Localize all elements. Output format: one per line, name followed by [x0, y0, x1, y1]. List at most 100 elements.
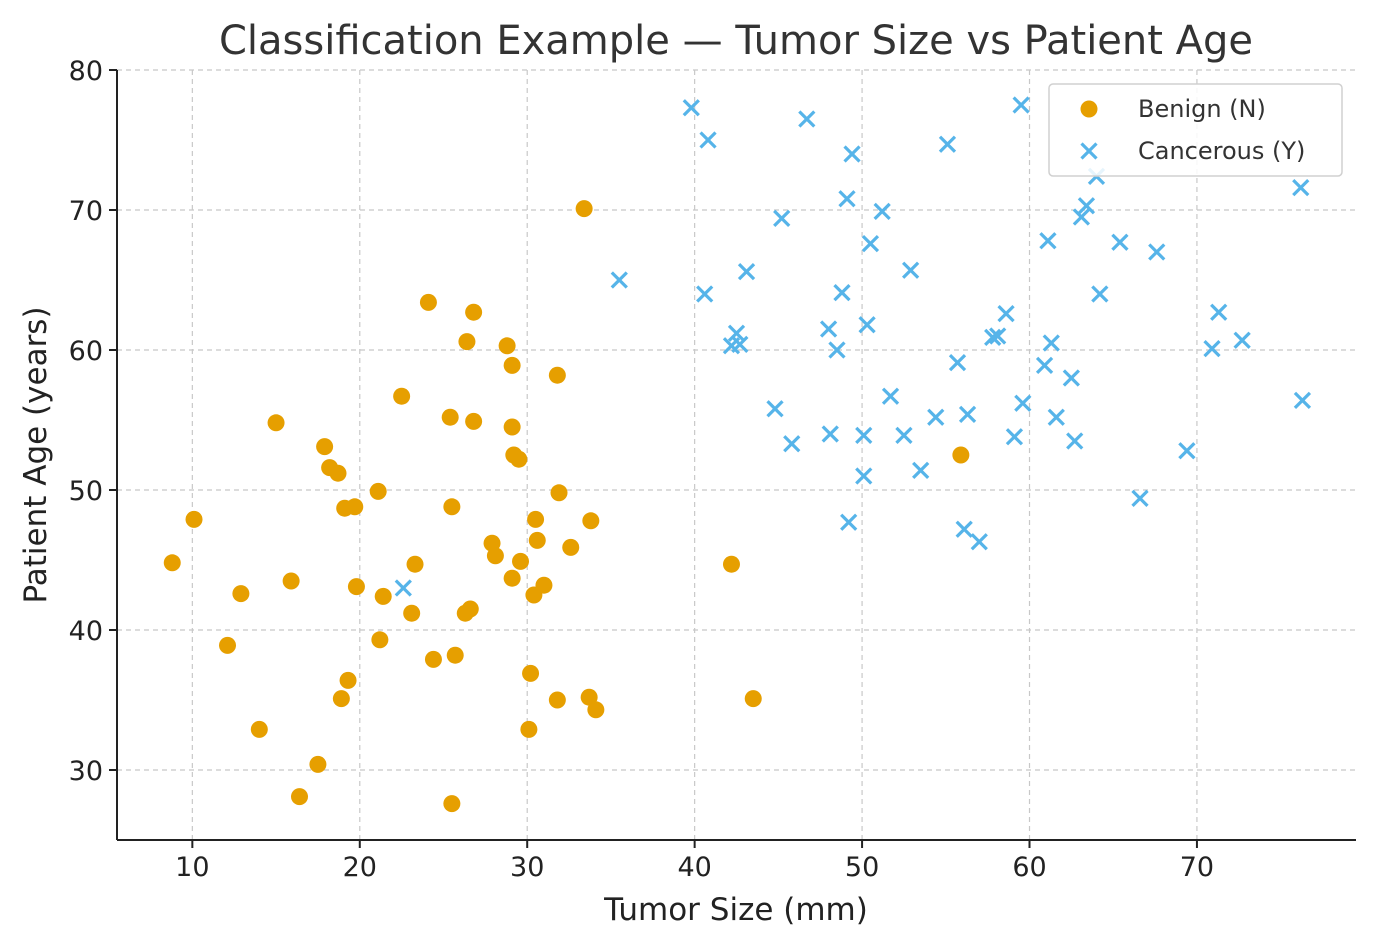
- cancerous-point: [1066, 432, 1084, 450]
- benign-point: [575, 200, 593, 218]
- benign-point: [339, 671, 357, 689]
- cancerous-point: [737, 262, 756, 281]
- benign-point: [522, 664, 540, 682]
- cancerous-point: [989, 327, 1007, 345]
- cancerous-point: [1210, 303, 1228, 321]
- benign-point: [371, 631, 389, 649]
- benign-point: [498, 337, 516, 355]
- cancerous-point: [394, 579, 412, 597]
- x-tick-label: 70: [1180, 852, 1214, 883]
- cancerous-point: [819, 320, 838, 338]
- benign-point: [535, 576, 553, 594]
- benign-point: [548, 366, 566, 384]
- benign-point: [282, 572, 300, 590]
- benign-point: [465, 303, 483, 321]
- cancerous-point: [682, 99, 700, 117]
- benign-point: [587, 701, 605, 719]
- benign-point: [446, 646, 464, 664]
- cancerous-point: [855, 426, 873, 445]
- cancerous-point: [1035, 356, 1054, 375]
- benign-point: [503, 569, 521, 587]
- cancerous-point: [833, 283, 851, 302]
- cancerous-point: [773, 209, 791, 228]
- benign-point: [403, 604, 421, 622]
- x-tick-label: 30: [510, 852, 544, 883]
- benign-point: [528, 531, 546, 549]
- cancerous-point: [840, 513, 858, 531]
- benign-point: [503, 418, 521, 436]
- y-axis-label: Patient Age (years): [18, 306, 54, 603]
- cancerous-point: [861, 234, 880, 253]
- y-tick-label: 30: [69, 756, 103, 787]
- benign-point: [486, 547, 504, 565]
- benign-point: [232, 585, 250, 603]
- benign-point: [267, 414, 285, 432]
- benign-point: [419, 293, 437, 311]
- axes: 10 20 30 40 50 60 70 30 40 50 60 70 80: [69, 56, 1356, 883]
- legend-label: Cancerous (Y): [1138, 137, 1305, 165]
- benign-point: [316, 438, 334, 456]
- legend-cancerous-marker: [1080, 142, 1098, 160]
- benign-point: [443, 795, 461, 813]
- benign-point: [520, 720, 538, 738]
- benign-point: [346, 498, 364, 516]
- cancerous-point: [927, 408, 945, 426]
- cancerous-point: [1292, 178, 1310, 197]
- benign-point: [250, 720, 268, 738]
- x-axis-label: Tumor Size (mm): [603, 892, 868, 928]
- cancerous-point: [699, 131, 717, 149]
- benign-point: [465, 412, 483, 430]
- legend-box: [1048, 83, 1343, 177]
- legend-benign-marker: [1080, 100, 1098, 118]
- cancerous-point: [783, 435, 801, 453]
- benign-point: [550, 484, 568, 502]
- x-tick-label: 40: [677, 852, 711, 883]
- benign-point: [406, 555, 424, 573]
- y-tick-label: 70: [69, 196, 103, 227]
- cancerous-point: [855, 467, 873, 485]
- benign-point: [458, 333, 476, 351]
- cancerous-point: [1042, 334, 1060, 352]
- cancerous-point: [1111, 233, 1129, 251]
- benign-point: [332, 690, 350, 708]
- cancerous-point: [1178, 442, 1196, 460]
- cancerous-point: [766, 400, 784, 418]
- benign-point: [185, 510, 203, 528]
- benign-point: [510, 450, 528, 468]
- cancerous-point: [1091, 285, 1109, 303]
- grid-lines: [117, 69, 1356, 840]
- y-tick-label: 60: [69, 336, 103, 367]
- cancerous-point: [858, 316, 876, 334]
- cancerous-point: [895, 426, 913, 445]
- cancerous-point: [938, 135, 957, 153]
- cancerous-point: [731, 335, 749, 354]
- benign-point: [461, 600, 479, 618]
- series-cancerous: [394, 96, 1312, 597]
- cancerous-point: [1233, 331, 1251, 349]
- x-tick-label: 20: [343, 852, 377, 883]
- cancerous-point: [1014, 394, 1032, 412]
- benign-point: [443, 498, 461, 516]
- benign-point: [527, 510, 545, 528]
- cancerous-point: [955, 520, 973, 538]
- benign-point: [952, 446, 970, 464]
- benign-point: [580, 688, 598, 706]
- cancerous-point: [1203, 339, 1221, 358]
- cancerous-point: [1062, 369, 1080, 387]
- cancerous-point: [1005, 428, 1024, 446]
- benign-point: [512, 552, 530, 570]
- benign-point: [548, 691, 566, 709]
- x-tick-label: 50: [845, 852, 879, 883]
- benign-point: [374, 587, 392, 605]
- chart-title: Classification Example — Tumor Size vs P…: [219, 18, 1253, 64]
- benign-point: [582, 512, 600, 530]
- y-tick-label: 80: [69, 56, 103, 87]
- benign-point: [163, 554, 181, 572]
- y-tick-label: 40: [69, 616, 103, 647]
- cancerous-point: [1148, 243, 1166, 261]
- cancerous-point: [610, 271, 628, 289]
- benign-point: [369, 482, 387, 500]
- cancerous-point: [838, 190, 856, 208]
- benign-point: [219, 636, 237, 654]
